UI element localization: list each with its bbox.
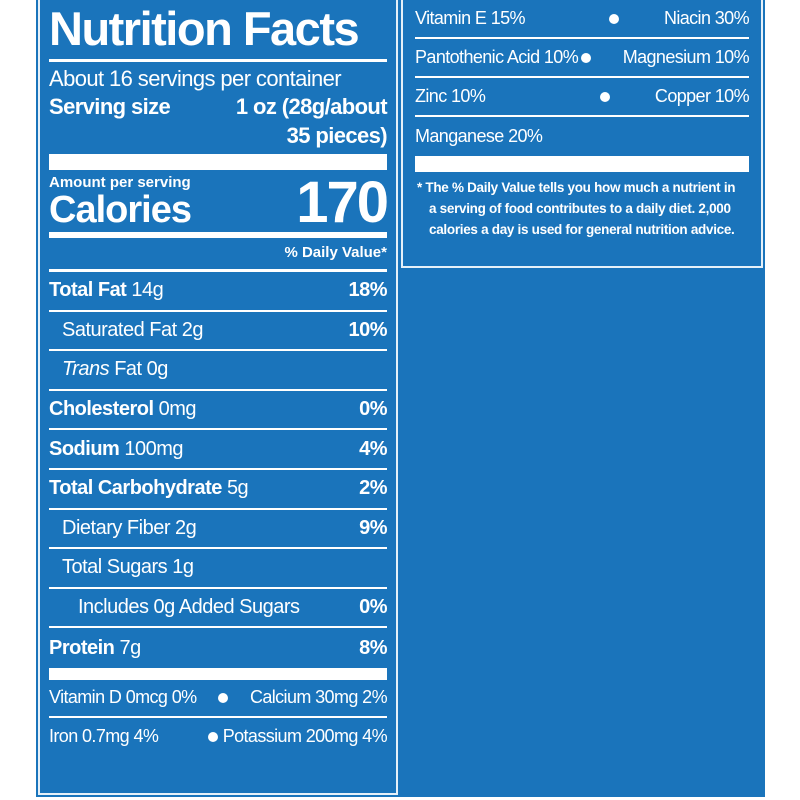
thick-divider bbox=[49, 154, 387, 170]
daily-value-footnote: * The % Daily Value tells you how much a… bbox=[415, 177, 749, 240]
calories-label: Calories bbox=[49, 189, 192, 231]
nutrient-dv: 2% bbox=[359, 477, 387, 500]
bullet-icon bbox=[218, 692, 229, 703]
bullet-icon bbox=[609, 13, 620, 24]
mineral-left: Iron 0.7mg 4% bbox=[49, 726, 159, 747]
serving-size-label: Serving size bbox=[49, 94, 171, 119]
nutrient-name: Cholesterol bbox=[49, 398, 154, 421]
daily-value-header: % Daily Value* bbox=[49, 238, 387, 272]
vitamin-right: Niacin 30% bbox=[663, 8, 750, 28]
nutrient-row-sodium: Sodium 100mg 4% bbox=[49, 430, 387, 470]
vitamin-left: Zinc 10% bbox=[415, 86, 486, 106]
servings-per-container: About 16 servings per container bbox=[49, 66, 342, 91]
mineral-left: Vitamin D 0mcg 0% bbox=[49, 687, 197, 708]
nutrient-row-protein: Protein 7g 8% bbox=[49, 628, 387, 668]
bullet-icon bbox=[207, 731, 218, 742]
nutrient-dv: 0% bbox=[359, 398, 387, 421]
mineral-right: Potassium 200mg 4% bbox=[222, 726, 388, 747]
vitamin-left: Pantothenic Acid 10% bbox=[415, 47, 579, 67]
thick-divider bbox=[49, 667, 387, 680]
nutrient-amount: 100mg bbox=[124, 437, 184, 460]
vitamin-right: Magnesium 10% bbox=[622, 47, 750, 67]
nutrient-row-cholesterol: Cholesterol 0mg 0% bbox=[49, 391, 387, 431]
calories-row: Calories 170 bbox=[49, 174, 389, 238]
nutrient-dv: 0% bbox=[359, 596, 387, 619]
amount-per-serving: Amount per serving bbox=[49, 174, 191, 191]
nutrient-row-total-carbohydrate: Total Carbohydrate 5g 2% bbox=[49, 470, 387, 510]
nutrient-amount: 2g bbox=[175, 516, 197, 539]
nutrient-row-saturated-fat: Saturated Fat 2g 10% bbox=[49, 312, 387, 352]
nutrient-dv: 10% bbox=[348, 318, 387, 341]
nutrition-facts-title: Nutrition Facts bbox=[49, 0, 387, 62]
serving-size-value: 1 oz (28g/about bbox=[235, 94, 388, 119]
vitamins-panel: Vitamin E 15% Niacin 30% Pantothenic Aci… bbox=[401, 0, 763, 268]
nutrient-amount: 0g bbox=[146, 358, 169, 381]
nutrient-name: Total Fat bbox=[49, 279, 127, 302]
vitamin-row: Vitamin E 15% Niacin 30% bbox=[415, 0, 750, 39]
nutrient-amount: 14g bbox=[131, 279, 164, 302]
footnote-line: a serving of food contributes to a daily… bbox=[429, 201, 731, 216]
label-background bbox=[36, 0, 765, 797]
vitamin-right: Copper 10% bbox=[654, 86, 750, 106]
mineral-row: Vitamin D 0mcg 0% Calcium 30mg 2% bbox=[49, 680, 388, 718]
nutrient-dv: 4% bbox=[359, 437, 387, 460]
nutrient-row-added-sugars: Includes 0g Added Sugars 0% bbox=[49, 589, 387, 629]
nutrient-dv: 18% bbox=[348, 279, 387, 302]
nutrient-name: Total Carbohydrate bbox=[49, 477, 222, 500]
nutrient-amount: 0mg bbox=[158, 398, 197, 421]
thick-divider bbox=[415, 156, 749, 172]
vitamin-left: Vitamin E 15% bbox=[415, 8, 526, 28]
nutrient-name: Sodium bbox=[49, 437, 120, 460]
serving-size: Serving size 1 oz (28g/about bbox=[49, 93, 388, 121]
mineral-row: Iron 0.7mg 4% Potassium 200mg 4% bbox=[49, 718, 388, 756]
nutrient-row-total-sugars: Total Sugars 1g bbox=[49, 549, 387, 589]
nutrient-row-total-fat: Total Fat 14g 18% bbox=[49, 272, 387, 312]
nutrient-amount: 7g bbox=[119, 636, 141, 659]
nutrient-row-trans-fat: Trans Fat 0g bbox=[49, 351, 387, 391]
footnote-line: calories a day is used for general nutri… bbox=[429, 222, 735, 237]
nutrient-name: Trans bbox=[62, 358, 110, 381]
mineral-right: Calcium 30mg 2% bbox=[249, 687, 388, 708]
nutrient-name: Includes 0g Added Sugars bbox=[78, 596, 300, 619]
nutrient-amount: 1g bbox=[172, 556, 194, 579]
bullet-icon bbox=[600, 91, 611, 102]
nutrient-name: Saturated Fat bbox=[62, 318, 177, 341]
nutrient-name: Dietary Fiber bbox=[62, 516, 170, 539]
nutrient-dv: 8% bbox=[359, 636, 387, 659]
footnote-line: * The % Daily Value tells you how much a… bbox=[417, 180, 736, 195]
vitamin-left: Manganese 20% bbox=[415, 126, 543, 146]
nutrient-dv: 9% bbox=[359, 516, 387, 539]
nutrient-amount: 5g bbox=[226, 477, 249, 500]
nutrition-facts-panel: Nutrition Facts About 16 servings per co… bbox=[38, 0, 398, 795]
nutrient-row-dietary-fiber: Dietary Fiber 2g 9% bbox=[49, 510, 387, 550]
nutrient-amount: 2g bbox=[181, 318, 204, 341]
vitamin-row: Pantothenic Acid 10% Magnesium 10% bbox=[415, 39, 750, 78]
nutrient-name-cont: Fat bbox=[114, 358, 142, 381]
calories-value: 170 bbox=[296, 170, 389, 235]
bullet-icon bbox=[581, 52, 592, 63]
serving-size-value-cont: 35 pieces) bbox=[286, 123, 388, 148]
vitamin-row: Zinc 10% Copper 10% bbox=[415, 78, 750, 117]
nutrient-name: Protein bbox=[49, 636, 115, 659]
nutrient-name: Total Sugars bbox=[62, 556, 168, 579]
vitamin-row: Manganese 20% bbox=[415, 117, 749, 156]
